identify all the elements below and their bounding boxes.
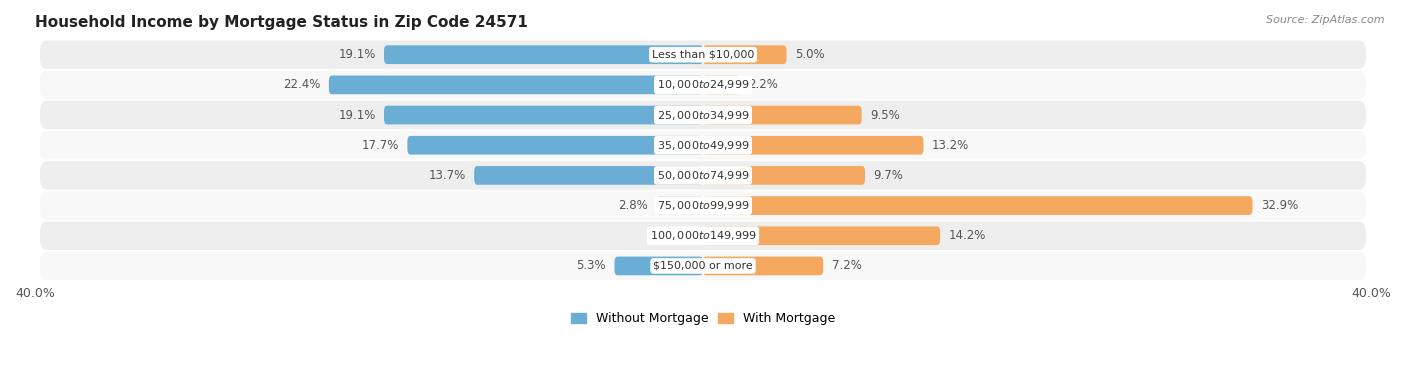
FancyBboxPatch shape [408, 136, 703, 155]
FancyBboxPatch shape [384, 45, 703, 64]
FancyBboxPatch shape [39, 131, 1367, 160]
Text: 7.2%: 7.2% [831, 259, 862, 273]
FancyBboxPatch shape [39, 252, 1367, 280]
Text: $50,000 to $74,999: $50,000 to $74,999 [657, 169, 749, 182]
FancyBboxPatch shape [703, 76, 740, 94]
FancyBboxPatch shape [703, 45, 786, 64]
Text: 13.7%: 13.7% [429, 169, 465, 182]
Text: $75,000 to $99,999: $75,000 to $99,999 [657, 199, 749, 212]
Text: $35,000 to $49,999: $35,000 to $49,999 [657, 139, 749, 152]
FancyBboxPatch shape [329, 76, 703, 94]
FancyBboxPatch shape [703, 257, 824, 275]
Legend: Without Mortgage, With Mortgage: Without Mortgage, With Mortgage [565, 307, 841, 330]
Text: 13.2%: 13.2% [932, 139, 969, 152]
Text: 5.3%: 5.3% [576, 259, 606, 273]
FancyBboxPatch shape [39, 40, 1367, 69]
FancyBboxPatch shape [39, 71, 1367, 99]
FancyBboxPatch shape [39, 222, 1367, 250]
FancyBboxPatch shape [614, 257, 703, 275]
Text: 0.0%: 0.0% [648, 229, 678, 242]
FancyBboxPatch shape [703, 166, 865, 185]
FancyBboxPatch shape [384, 106, 703, 124]
Text: $25,000 to $34,999: $25,000 to $34,999 [657, 108, 749, 122]
Text: $150,000 or more: $150,000 or more [654, 261, 752, 271]
Text: 14.2%: 14.2% [949, 229, 986, 242]
FancyBboxPatch shape [39, 161, 1367, 190]
Text: 22.4%: 22.4% [283, 78, 321, 91]
FancyBboxPatch shape [703, 106, 862, 124]
Text: 19.1%: 19.1% [339, 108, 375, 122]
FancyBboxPatch shape [474, 166, 703, 185]
FancyBboxPatch shape [657, 196, 703, 215]
FancyBboxPatch shape [703, 226, 941, 245]
Text: $10,000 to $24,999: $10,000 to $24,999 [657, 78, 749, 91]
Text: 2.2%: 2.2% [748, 78, 778, 91]
Text: Less than $10,000: Less than $10,000 [652, 50, 754, 60]
Text: 5.0%: 5.0% [794, 48, 824, 61]
Text: $100,000 to $149,999: $100,000 to $149,999 [650, 229, 756, 242]
Text: 32.9%: 32.9% [1261, 199, 1298, 212]
Text: Source: ZipAtlas.com: Source: ZipAtlas.com [1267, 15, 1385, 25]
Text: 17.7%: 17.7% [361, 139, 399, 152]
FancyBboxPatch shape [703, 136, 924, 155]
Text: 2.8%: 2.8% [619, 199, 648, 212]
Text: Household Income by Mortgage Status in Zip Code 24571: Household Income by Mortgage Status in Z… [35, 15, 527, 30]
Text: 9.7%: 9.7% [873, 169, 903, 182]
Text: 19.1%: 19.1% [339, 48, 375, 61]
Text: 9.5%: 9.5% [870, 108, 900, 122]
FancyBboxPatch shape [703, 196, 1253, 215]
FancyBboxPatch shape [39, 191, 1367, 220]
FancyBboxPatch shape [39, 101, 1367, 129]
